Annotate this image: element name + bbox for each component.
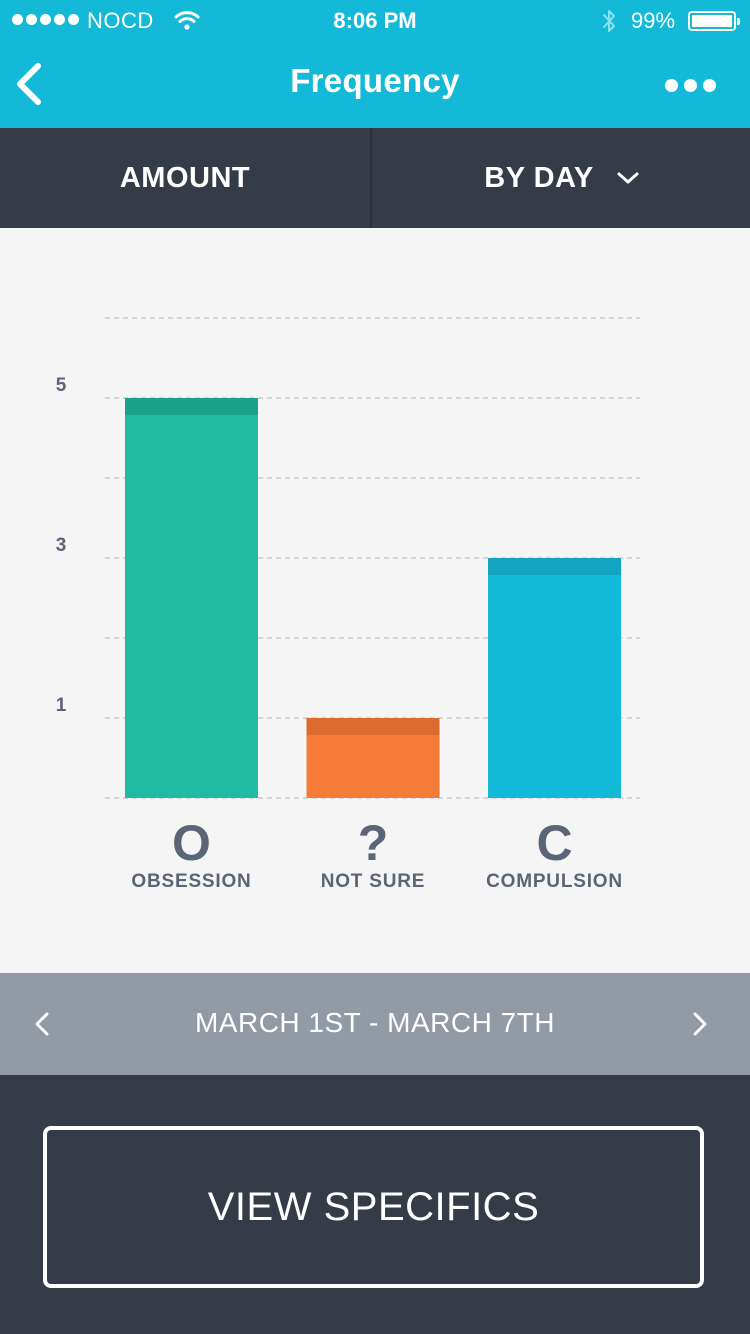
- dot-icon: [702, 78, 716, 92]
- period-label: BY DAY: [484, 161, 594, 194]
- top-bar: NOCD 8:06 PM 99% Frequency: [0, 0, 750, 128]
- filter-bar: AMOUNT BY DAY: [0, 128, 750, 228]
- bar-cap: [306, 718, 440, 735]
- page-title: Frequency: [290, 62, 460, 99]
- view-specifics-button[interactable]: VIEW SPECIFICS: [43, 1126, 704, 1288]
- more-options-button[interactable]: [658, 70, 722, 100]
- battery-percent: 99%: [631, 8, 676, 33]
- bluetooth-icon: [603, 10, 615, 32]
- dot-icon: [664, 78, 678, 92]
- period-dropdown[interactable]: BY DAY: [374, 128, 750, 228]
- category-label: OBSESSION: [131, 871, 251, 892]
- y-tick-label: 3: [56, 535, 67, 556]
- bar-obsession[interactable]: [125, 398, 258, 798]
- category-symbol: ?: [358, 815, 389, 871]
- navigation-bar: Frequency: [0, 40, 750, 128]
- back-button[interactable]: [6, 56, 54, 112]
- date-range-bar: MARCH 1ST - MARCH 7TH: [0, 973, 750, 1075]
- category-symbol: O: [172, 815, 211, 871]
- status-bar: NOCD 8:06 PM 99%: [0, 0, 750, 40]
- category-label: COMPULSION: [486, 871, 623, 892]
- date-range-label: MARCH 1ST - MARCH 7TH: [194, 1007, 555, 1038]
- carrier-name: NOCD: [87, 8, 154, 33]
- bar-cap: [125, 398, 258, 415]
- signal-strength-icon: [12, 14, 79, 25]
- wifi-icon: [174, 11, 200, 30]
- chevron-down-icon: [617, 172, 639, 184]
- battery-icon: [688, 11, 740, 31]
- chart-area: 1 3 5 O OBSESSION? NOT SURE C COMPULSION: [0, 228, 750, 973]
- category-label: NOT SURE: [321, 871, 426, 892]
- y-tick-label: 1: [56, 695, 67, 716]
- next-range-button[interactable]: [682, 1004, 718, 1044]
- bar-compulsion[interactable]: [488, 558, 621, 798]
- dot-icon: [683, 78, 697, 92]
- metric-label: AMOUNT: [119, 161, 251, 194]
- y-tick-label: 5: [56, 375, 67, 396]
- status-time: 8:06 PM: [333, 8, 417, 33]
- bar-cap: [488, 558, 621, 575]
- category-symbol: C: [536, 815, 572, 871]
- previous-range-button[interactable]: [24, 1004, 60, 1044]
- metric-selector[interactable]: AMOUNT: [0, 128, 372, 228]
- bottom-panel: VIEW SPECIFICS: [0, 1075, 750, 1334]
